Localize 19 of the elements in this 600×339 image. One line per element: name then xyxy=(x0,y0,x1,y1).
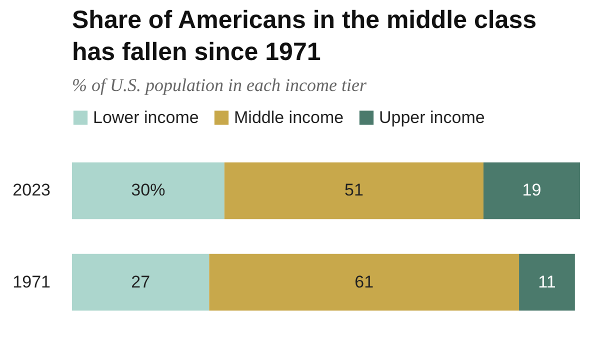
data-label: 61 xyxy=(354,272,374,292)
data-label: 30% xyxy=(131,180,166,200)
legend-label: Middle income xyxy=(234,108,344,127)
bar xyxy=(209,254,520,311)
bar xyxy=(72,254,210,311)
chart-subtitle: % of U.S. population in each income tier xyxy=(72,75,368,95)
bar xyxy=(224,162,484,220)
data-label: 11 xyxy=(538,272,556,292)
data-label: 19 xyxy=(522,180,542,200)
data-label: 51 xyxy=(344,180,364,200)
chart-title: Share of Americans in the middle class has fallen since 1971 xyxy=(72,6,537,66)
bar xyxy=(483,162,580,220)
bar xyxy=(72,162,224,220)
y-tick-label: 1971 xyxy=(12,272,50,292)
bar xyxy=(519,254,575,311)
data-label: 27 xyxy=(131,272,150,292)
legend-label: Upper income xyxy=(379,108,485,127)
legend-label: Lower income xyxy=(93,108,199,127)
y-tick-label: 2023 xyxy=(12,180,50,200)
